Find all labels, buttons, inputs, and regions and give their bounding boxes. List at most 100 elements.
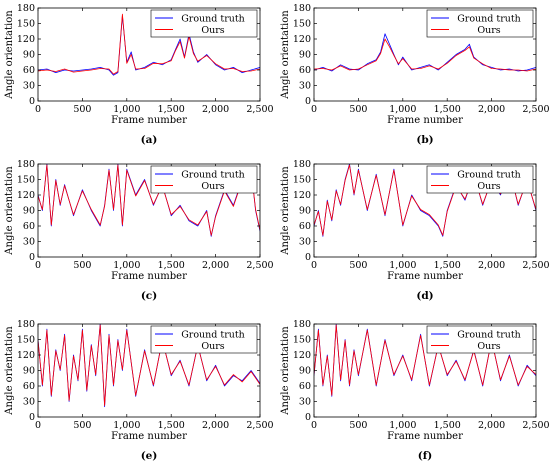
legend-box <box>150 9 258 38</box>
series-line-ours <box>38 13 260 75</box>
x-tick-label: 1,500 <box>158 104 185 115</box>
panel-label: (c) <box>141 290 157 302</box>
legend-entry: Ours <box>201 25 224 36</box>
y-axis-label: Angle orientation <box>4 326 15 416</box>
legend-entry: Ours <box>201 341 224 352</box>
y-tick-label: 180 <box>17 319 35 330</box>
y-tick-label: 30 <box>299 237 311 248</box>
legend-entry: Ground truth <box>457 14 521 25</box>
chart-panel-b: 0 30 60 90 120 150 180 0 500 1,000 1,500 2,000 2,500… <box>280 3 550 146</box>
y-tick-label: 0 <box>29 412 35 423</box>
chart-panel-f: 0 30 60 90 120 150 180 0 500 1,000 1,500 2,000 2,500… <box>280 319 550 461</box>
y-tick-label: 30 <box>23 237 35 248</box>
y-tick-label: 60 <box>299 221 311 232</box>
y-tick-label: 150 <box>17 175 35 186</box>
y-tick-label: 180 <box>17 159 35 170</box>
x-tick-label: 1,500 <box>434 420 461 431</box>
y-tick-label: 150 <box>293 175 311 186</box>
x-tick-label: 2,500 <box>246 420 273 431</box>
x-tick-label: 1,500 <box>434 104 461 115</box>
y-tick-label: 0 <box>29 252 35 263</box>
x-tick-label: 1,000 <box>389 260 416 271</box>
y-axis-label: Angle orientation <box>4 166 15 256</box>
x-tick-label: 2,000 <box>202 260 229 271</box>
panel-label: (e) <box>141 450 158 461</box>
x-tick-label: 0 <box>35 104 41 115</box>
y-axis-label: Angle orientation <box>4 10 15 100</box>
x-axis-label: Frame number <box>387 271 463 282</box>
y-tick-label: 120 <box>293 350 311 361</box>
chart-panel-a: 0 30 60 90 120 150 180 0 500 1,000 1,500 2,000 2,500… <box>4 3 274 146</box>
y-tick-label: 30 <box>299 81 311 92</box>
panel-label: (a) <box>141 134 158 146</box>
y-tick-label: 60 <box>299 381 311 392</box>
x-tick-label: 500 <box>73 420 91 431</box>
legend-entry: Ground truth <box>457 330 521 341</box>
x-axis-label: Frame number <box>387 431 463 442</box>
x-tick-label: 2,500 <box>522 104 549 115</box>
x-tick-label: 2,000 <box>478 104 505 115</box>
y-tick-label: 30 <box>23 397 35 408</box>
x-axis-label: Frame number <box>111 271 187 282</box>
series-line-ground-truth <box>38 15 260 76</box>
x-tick-label: 0 <box>311 104 317 115</box>
y-tick-label: 150 <box>17 19 35 30</box>
x-tick-label: 1,500 <box>158 420 185 431</box>
series-line-ours <box>314 38 536 72</box>
y-tick-label: 60 <box>23 65 35 76</box>
legend-entry: Ours <box>477 341 500 352</box>
series-line-ours <box>38 324 260 407</box>
x-axis-label: Frame number <box>111 431 187 442</box>
y-tick-label: 180 <box>17 3 35 14</box>
x-tick-label: 2,500 <box>522 260 549 271</box>
x-tick-label: 500 <box>73 104 91 115</box>
y-tick-label: 90 <box>23 50 35 61</box>
panel-label: (f) <box>418 450 432 461</box>
y-tick-label: 90 <box>299 50 311 61</box>
x-tick-label: 2,500 <box>522 420 549 431</box>
x-tick-label: 0 <box>35 260 41 271</box>
legend-entry: Ours <box>201 181 224 192</box>
legend-box <box>150 165 258 194</box>
y-tick-label: 60 <box>23 381 35 392</box>
y-tick-label: 90 <box>23 366 35 377</box>
x-tick-label: 1,000 <box>389 420 416 431</box>
y-axis-label: Angle orientation <box>280 10 291 100</box>
x-axis-label: Frame number <box>387 115 463 126</box>
legend-box <box>150 325 258 354</box>
x-tick-label: 1,000 <box>113 260 140 271</box>
legend-box <box>426 9 534 38</box>
y-tick-label: 0 <box>305 96 311 107</box>
chart-panel-e: 0 30 60 90 120 150 180 0 500 1,000 1,500 2,000 2,500… <box>4 319 274 461</box>
x-tick-label: 1,500 <box>158 260 185 271</box>
y-tick-label: 30 <box>299 397 311 408</box>
y-tick-label: 180 <box>293 159 311 170</box>
x-tick-label: 1,000 <box>389 104 416 115</box>
x-tick-label: 1,000 <box>113 104 140 115</box>
y-tick-label: 120 <box>17 34 35 45</box>
series-line-ground-truth <box>314 33 536 72</box>
x-tick-label: 0 <box>311 420 317 431</box>
x-tick-label: 2,500 <box>246 260 273 271</box>
legend-entry: Ours <box>477 25 500 36</box>
y-tick-label: 120 <box>293 34 311 45</box>
legend-box <box>426 165 534 194</box>
y-tick-label: 90 <box>299 366 311 377</box>
x-tick-label: 500 <box>73 260 91 271</box>
y-tick-label: 90 <box>299 206 311 217</box>
y-tick-label: 180 <box>293 3 311 14</box>
x-tick-label: 500 <box>349 104 367 115</box>
y-tick-label: 0 <box>305 412 311 423</box>
y-tick-label: 120 <box>293 190 311 201</box>
panel-label: (d) <box>416 290 433 302</box>
x-tick-label: 1,000 <box>113 420 140 431</box>
chart-panel-d: 0 30 60 90 120 150 180 0 500 1,000 1,500 2,000 2,500… <box>280 159 550 302</box>
x-tick-label: 0 <box>35 420 41 431</box>
